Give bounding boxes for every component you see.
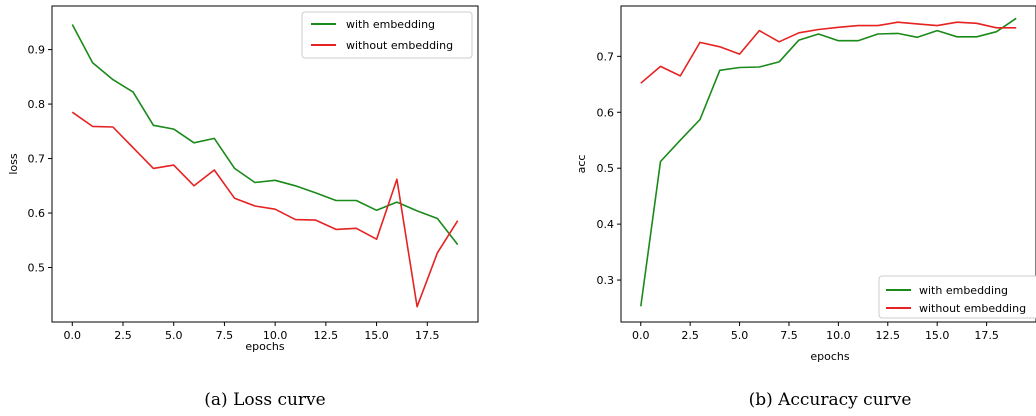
- x-axis-label: epochs: [810, 350, 849, 363]
- accuracy-chart-panel: 0.0 2.5 5.0 7.5 10.0 12.5 15.0 17.5 0.30.40.50.…: [575, 5, 1036, 410]
- x-tick-label: 15.0: [925, 329, 950, 342]
- y-tick-label: 0.9: [28, 44, 46, 57]
- y-tick-label: 0.8: [28, 98, 46, 111]
- x-tick-label: 12.5: [876, 329, 901, 342]
- y-tick-label: 0.7: [597, 50, 615, 63]
- y-tick-label: 0.6: [597, 106, 615, 119]
- series-lines: [71, 24, 459, 308]
- y-axis-label: loss: [7, 153, 20, 175]
- x-tick-label: 7.5: [216, 329, 234, 342]
- legend-label-with-embedding: with embedding: [919, 284, 1008, 297]
- x-tick-label: 17.5: [974, 329, 999, 342]
- x-tick-label: 0.0: [632, 329, 650, 342]
- y-tick-label: 0.3: [597, 274, 615, 287]
- legend: with embedding without embedding: [878, 275, 1036, 319]
- y-ticks: 0.3 0.4 0.5 0.6 0.7: [597, 50, 621, 287]
- legend-label-without-embedding: without embedding: [346, 39, 453, 52]
- x-ticks: 0.0 2.5 5.0 7.5 10.0 12.5 15.0 17.5: [632, 322, 999, 342]
- x-tick-label: 5.0: [165, 329, 183, 342]
- x-tick-label: 10.0: [263, 329, 288, 342]
- x-tick-label: 0.0: [64, 329, 82, 342]
- y-tick-label: 0.7: [28, 153, 46, 166]
- series-line-with-embedding: [71, 24, 459, 246]
- y-tick-label: 0.4: [597, 218, 615, 231]
- x-tick-label: 5.0: [731, 329, 749, 342]
- series-line-without-embedding: [71, 111, 459, 308]
- legend-label-without-embedding: without embedding: [919, 302, 1026, 315]
- y-tick-label: 0.6: [28, 207, 46, 220]
- loss-chart-panel: 0.0 2.5 5.0 7.5 10.0 12.5 15.0 17.5 0.50.60.70.…: [7, 5, 479, 410]
- x-ticks: 0.0 2.5 5.0 7.5 10.0 12.5 15.0 17.5: [64, 322, 440, 342]
- x-axis-label: epochs: [245, 340, 284, 353]
- y-axis-label: acc: [575, 155, 588, 174]
- x-tick-label: 12.5: [314, 329, 339, 342]
- x-tick-label: 17.5: [415, 329, 440, 342]
- x-tick-label: 2.5: [681, 329, 699, 342]
- caption-loss: (a) Loss curve: [204, 390, 325, 410]
- series-lines: [640, 17, 1017, 307]
- caption-accuracy: (b) Accuracy curve: [749, 390, 912, 410]
- x-tick-label: 2.5: [114, 329, 132, 342]
- series-line-with-embedding: [640, 17, 1017, 307]
- x-tick-label: 7.5: [780, 329, 798, 342]
- y-ticks: 0.5 0.6 0.7 0.8 0.9: [28, 44, 52, 275]
- x-tick-label: 10.0: [826, 329, 851, 342]
- x-tick-label: 15.0: [364, 329, 389, 342]
- plot-frame: [620, 5, 1036, 323]
- plot-frame: [51, 5, 479, 323]
- y-tick-label: 0.5: [597, 162, 615, 175]
- series-line-without-embedding: [640, 21, 1017, 84]
- legend-label-with-embedding: with embedding: [346, 18, 435, 31]
- legend: with embedding without embedding: [301, 11, 473, 59]
- legend-box: [878, 275, 1036, 319]
- legend-box: [301, 11, 473, 59]
- y-tick-label: 0.5: [28, 262, 46, 275]
